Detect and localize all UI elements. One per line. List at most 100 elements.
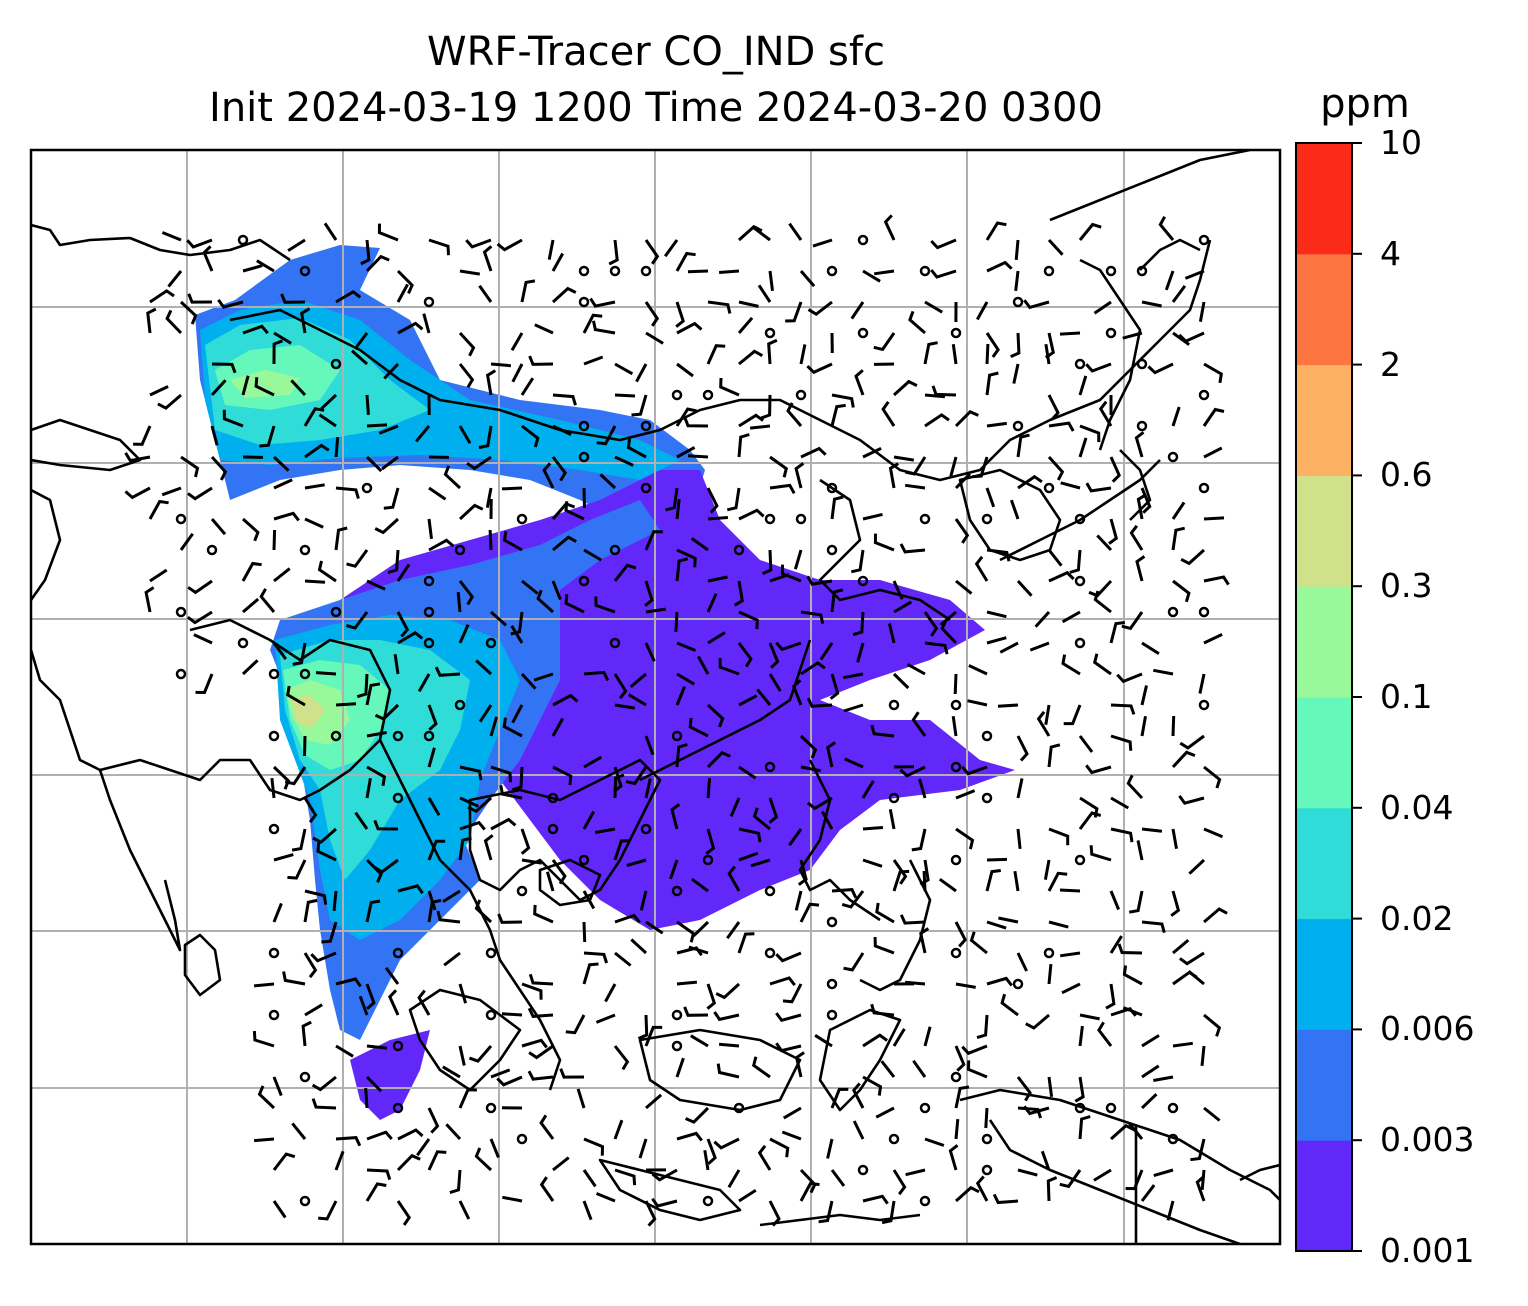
wind-barb	[458, 624, 470, 644]
wind-barb	[873, 936, 895, 955]
wind-barb	[635, 363, 648, 383]
wind-barb	[1047, 871, 1068, 892]
wind-barb	[466, 455, 492, 471]
wind-barb	[997, 703, 1019, 708]
wind-barb	[1036, 710, 1051, 737]
wind-barb	[1171, 406, 1181, 427]
wind-barb	[727, 1169, 741, 1189]
wind-barb	[485, 369, 497, 396]
wind-barb	[217, 299, 244, 309]
wind-barb	[799, 270, 816, 288]
wind-barb	[831, 393, 855, 408]
wind-barb	[496, 238, 523, 252]
wind-barb	[417, 989, 431, 1016]
wind-barb	[1141, 641, 1160, 655]
wind-barb	[780, 564, 802, 583]
wind-barb	[873, 269, 895, 276]
wind-barb	[364, 1087, 369, 1109]
calm-marker	[702, 389, 714, 401]
wind-barb	[1010, 332, 1021, 358]
wind-barb	[684, 1106, 710, 1124]
wind-barb	[1079, 1013, 1100, 1021]
colorbar-bin	[1296, 143, 1352, 255]
wind-barb	[954, 518, 970, 544]
wind-barb	[458, 503, 484, 521]
wind-barb	[707, 516, 729, 521]
wind-barb	[892, 1169, 907, 1196]
wind-barb	[318, 413, 337, 428]
calm-marker	[919, 1195, 931, 1207]
wind-barb	[850, 301, 865, 320]
calm-marker	[299, 1071, 311, 1083]
wind-barb	[242, 597, 260, 614]
calm-marker	[888, 792, 900, 804]
calm-marker	[640, 420, 652, 432]
wind-barb	[985, 487, 996, 508]
wind-barb	[1190, 1138, 1206, 1162]
colorbar-tick-label: 0.3	[1380, 566, 1433, 606]
wind-barb	[830, 588, 844, 613]
wind-barb	[551, 859, 567, 885]
wind-barb	[1172, 938, 1190, 955]
wind-barb	[1164, 270, 1175, 291]
calm-marker	[950, 854, 962, 866]
wind-barb	[852, 1120, 865, 1140]
wind-barb	[861, 780, 875, 799]
wind-barb	[1097, 1021, 1113, 1047]
wind-barb	[1170, 890, 1181, 917]
wind-barb	[870, 724, 895, 738]
wind-barb	[256, 259, 275, 273]
calm-marker	[268, 823, 280, 835]
wind-barb	[458, 363, 475, 389]
wind-barb	[707, 575, 728, 583]
calm-marker	[578, 420, 590, 432]
wind-barb	[788, 222, 803, 241]
wind-barb	[542, 462, 555, 489]
wind-barb	[715, 982, 741, 1000]
wind-barb	[892, 580, 904, 600]
wind-barb	[786, 402, 803, 427]
calm-marker	[1043, 265, 1055, 277]
calm-marker	[330, 730, 342, 742]
wind-barb	[1014, 270, 1020, 292]
wind-barb	[1093, 300, 1112, 315]
wind-barb	[614, 703, 636, 710]
wind-barb	[202, 245, 214, 272]
wind-barb	[387, 549, 400, 575]
wind-barb	[862, 1033, 888, 1048]
wind-barb	[187, 486, 213, 501]
wind-barb	[1034, 610, 1051, 628]
wind-barb	[186, 610, 213, 625]
colorbar-tick-label: 4	[1380, 233, 1401, 273]
calm-marker	[485, 637, 497, 649]
wind-barb	[1171, 715, 1176, 737]
wind-barb	[955, 579, 973, 595]
wind-barb	[1047, 743, 1061, 768]
wind-barb	[427, 797, 441, 817]
wind-barb	[1078, 735, 1094, 753]
wind-barb	[733, 580, 744, 607]
wind-barb	[241, 517, 260, 542]
calm-marker	[888, 1133, 900, 1145]
wind-barb	[502, 1195, 523, 1203]
wind-barb	[985, 869, 1001, 892]
wind-barb	[589, 297, 616, 308]
wind-barb	[1017, 1168, 1038, 1177]
wind-barb	[637, 1014, 649, 1040]
wind-barb	[1047, 1076, 1054, 1097]
wind-barb	[365, 778, 372, 799]
colorbar	[1296, 142, 1362, 1252]
wind-barb	[912, 1059, 927, 1078]
wind-barb	[690, 537, 709, 552]
wind-barb	[511, 363, 524, 383]
wind-barb	[1047, 394, 1060, 421]
calm-marker	[361, 482, 373, 494]
wind-barb	[644, 778, 652, 799]
wind-barb	[775, 641, 802, 652]
wind-barb	[335, 1044, 354, 1058]
wind-barb	[875, 902, 895, 924]
wind-barb	[582, 962, 599, 985]
wind-barb	[528, 1044, 554, 1060]
calm-marker	[857, 234, 869, 246]
wind-barb	[282, 971, 306, 986]
